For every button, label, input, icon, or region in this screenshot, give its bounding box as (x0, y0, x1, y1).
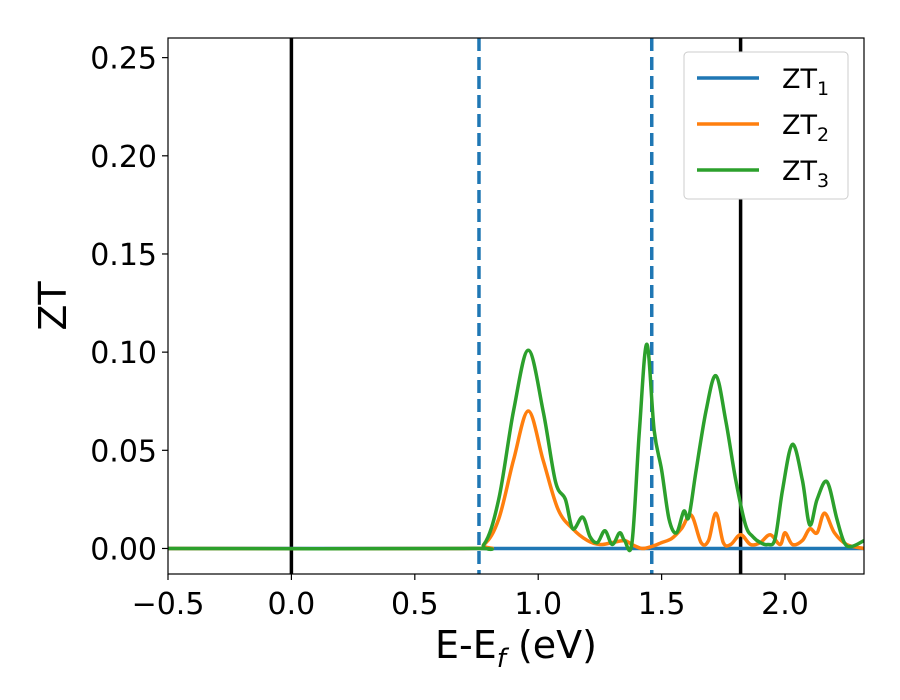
y-tick-label: 0.05 (90, 434, 157, 469)
legend-label-zt2: ZT2 (782, 110, 829, 146)
series-lines (168, 342, 864, 553)
y-tick-label: 0.25 (90, 42, 157, 77)
y-axis-label: ZT (31, 281, 75, 331)
x-tick-label: 2.0 (761, 587, 809, 622)
x-tick-label: −0.5 (132, 587, 205, 622)
legend-label-zt1: ZT1 (782, 64, 829, 100)
x-axis: −0.5 0.0 0.5 1.0 1.5 2.0 (132, 574, 809, 622)
y-tick-label: 0.10 (90, 336, 157, 371)
x-tick-label: 1.0 (514, 587, 562, 622)
y-tick-label: 0.20 (90, 140, 157, 175)
legend: ZT1 ZT2 ZT3 (683, 51, 849, 200)
x-tick-label: 1.5 (638, 587, 686, 622)
series-line-zt3 (168, 342, 864, 553)
y-tick-label: 0.00 (90, 532, 157, 567)
series-line-zt2 (168, 409, 864, 551)
x-axis-label: E-Ef (eV) (435, 623, 597, 674)
y-tick-label: 0.15 (90, 238, 157, 273)
x-tick-label: 0.0 (268, 587, 316, 622)
legend-box (683, 51, 849, 200)
x-tick-label: 0.5 (391, 587, 439, 622)
plot-frame (167, 37, 865, 575)
y-axis: 0.00 0.05 0.10 0.15 0.20 0.25 (90, 42, 168, 567)
legend-label-zt3: ZT3 (782, 156, 829, 192)
